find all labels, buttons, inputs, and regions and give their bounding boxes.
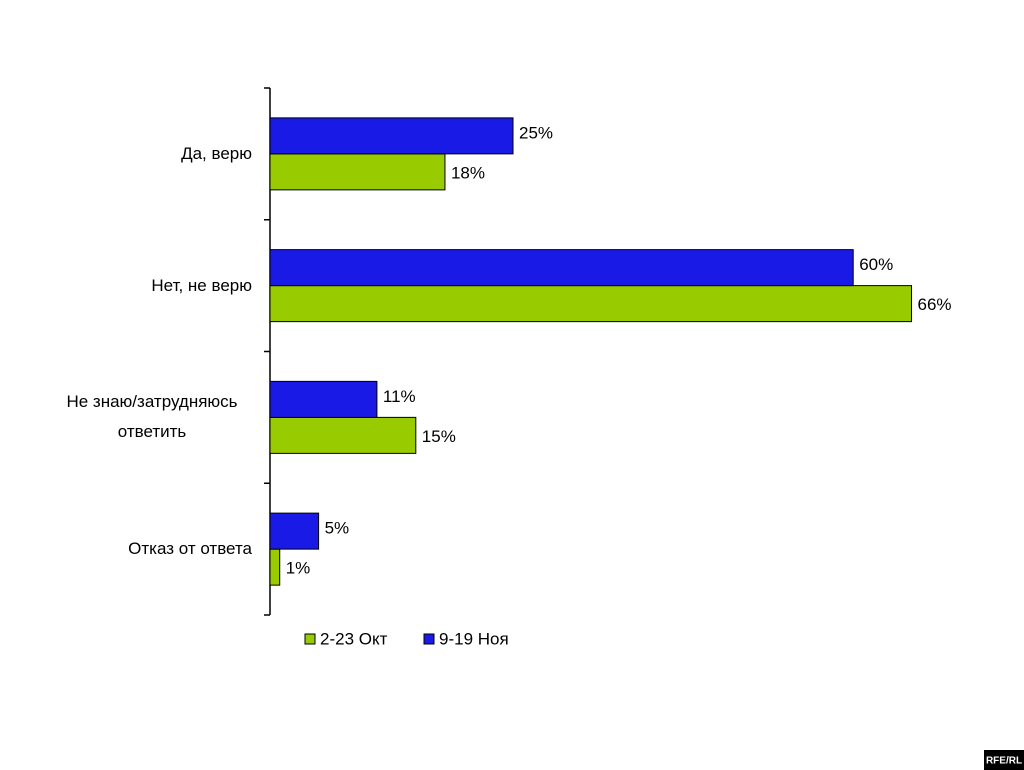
category-label-box: Не знаю/затрудняюсь ответить bbox=[52, 357, 252, 477]
watermark-box bbox=[984, 750, 1024, 770]
category-text: Не знаю/затрудняюсь ответить bbox=[66, 392, 238, 442]
bar bbox=[269, 380, 378, 418]
watermark: RFE/RL bbox=[986, 756, 1022, 767]
value-label: 18% bbox=[451, 163, 485, 182]
bar bbox=[269, 548, 281, 586]
bar bbox=[269, 153, 446, 191]
bar bbox=[269, 285, 913, 323]
category-label-box: Да, верю bbox=[52, 94, 252, 214]
category-label: Да, верю bbox=[52, 94, 252, 214]
bar bbox=[269, 249, 854, 287]
legend-label: 2-23 Окт bbox=[320, 629, 388, 648]
legend-swatch bbox=[304, 633, 316, 645]
category-text: Нет, не верю bbox=[151, 275, 252, 295]
value-label: 60% bbox=[859, 255, 893, 274]
category-text: Да, верю bbox=[181, 143, 252, 163]
category-label-box: Нет, не верю bbox=[52, 226, 252, 346]
value-label: 1% bbox=[286, 559, 311, 578]
value-label: 66% bbox=[918, 295, 952, 314]
category-label-box: Отказ от ответа bbox=[52, 489, 252, 609]
bar bbox=[269, 117, 514, 155]
value-label: 25% bbox=[519, 123, 553, 142]
category-text: Отказ от ответа bbox=[128, 539, 252, 559]
bar bbox=[269, 416, 417, 454]
category-label: Нет, не верю bbox=[52, 226, 252, 346]
legend-label: 9-19 Ноя bbox=[439, 629, 509, 648]
legend-swatch bbox=[423, 633, 435, 645]
value-label: 15% bbox=[422, 427, 456, 446]
category-label: Не знаю/затрудняюсь ответить bbox=[52, 357, 252, 477]
category-label: Отказ от ответа bbox=[52, 489, 252, 609]
value-label: 11% bbox=[383, 387, 416, 406]
bar bbox=[269, 512, 320, 550]
value-label: 5% bbox=[325, 519, 350, 538]
